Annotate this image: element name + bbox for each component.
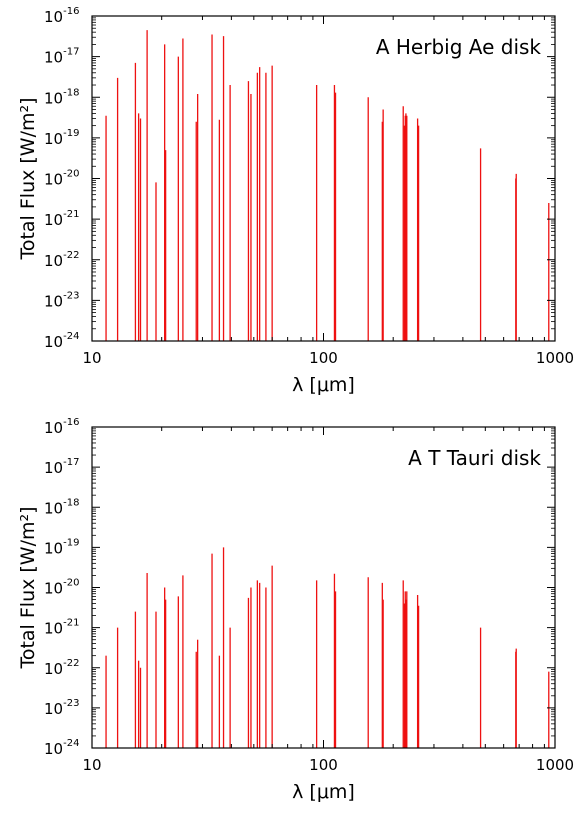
x-tick-label: 1000 [536,756,574,774]
y-tick-label: 10-24 [44,331,79,351]
y-tick-label: 10-19 [44,128,79,148]
y-tick-label: 10-23 [44,290,79,310]
y-tick-label: 10-16 [44,6,79,26]
y-tick-label: 10-24 [44,738,79,758]
panel-annotation: A Herbig Ae disk [376,35,542,59]
y-tick-label: 10-21 [44,618,79,638]
y-axis-label: Total Flux [W/m²] [17,506,39,669]
y-tick-label: 10-18 [44,87,79,107]
y-tick-label: 10-22 [44,250,79,270]
y-tick-label: 10-16 [44,417,79,437]
y-tick-label: 10-23 [44,698,79,718]
y-tick-label: 10-19 [44,537,79,557]
plot-frame [91,426,556,749]
y-tick-label: 10-17 [44,47,79,67]
x-tick-label: 10 [82,349,101,367]
y-tick-label: 10-17 [44,457,79,477]
chart-panel-t-tauri: 10 100 1000 10-24 10-23 10-22 10-21 10-20 10-19 1… [17,417,574,803]
plot-frame [91,15,556,342]
y-axis-label: Total Flux [W/m²] [17,97,39,260]
y-tick-label: 10-21 [44,209,79,229]
x-tick-label: 100 [309,756,338,774]
chart-panel-herbig-ae: 10 100 1000 10-24 10-23 10-22 10-21 10-20 10-19 1… [17,6,574,396]
y-tick-label: 10-22 [44,658,79,678]
x-tick-label: 1000 [536,349,574,367]
y-tick-label: 10-18 [44,497,79,517]
x-tick-label: 100 [309,349,338,367]
panel-annotation: A T Tauri disk [408,446,541,470]
x-axis-label: λ [μm] [292,374,355,396]
x-axis-label: λ [μm] [292,781,355,803]
y-tick-label: 10-20 [44,578,79,598]
x-tick-label: 10 [82,756,101,774]
y-tick-label: 10-20 [44,169,79,189]
